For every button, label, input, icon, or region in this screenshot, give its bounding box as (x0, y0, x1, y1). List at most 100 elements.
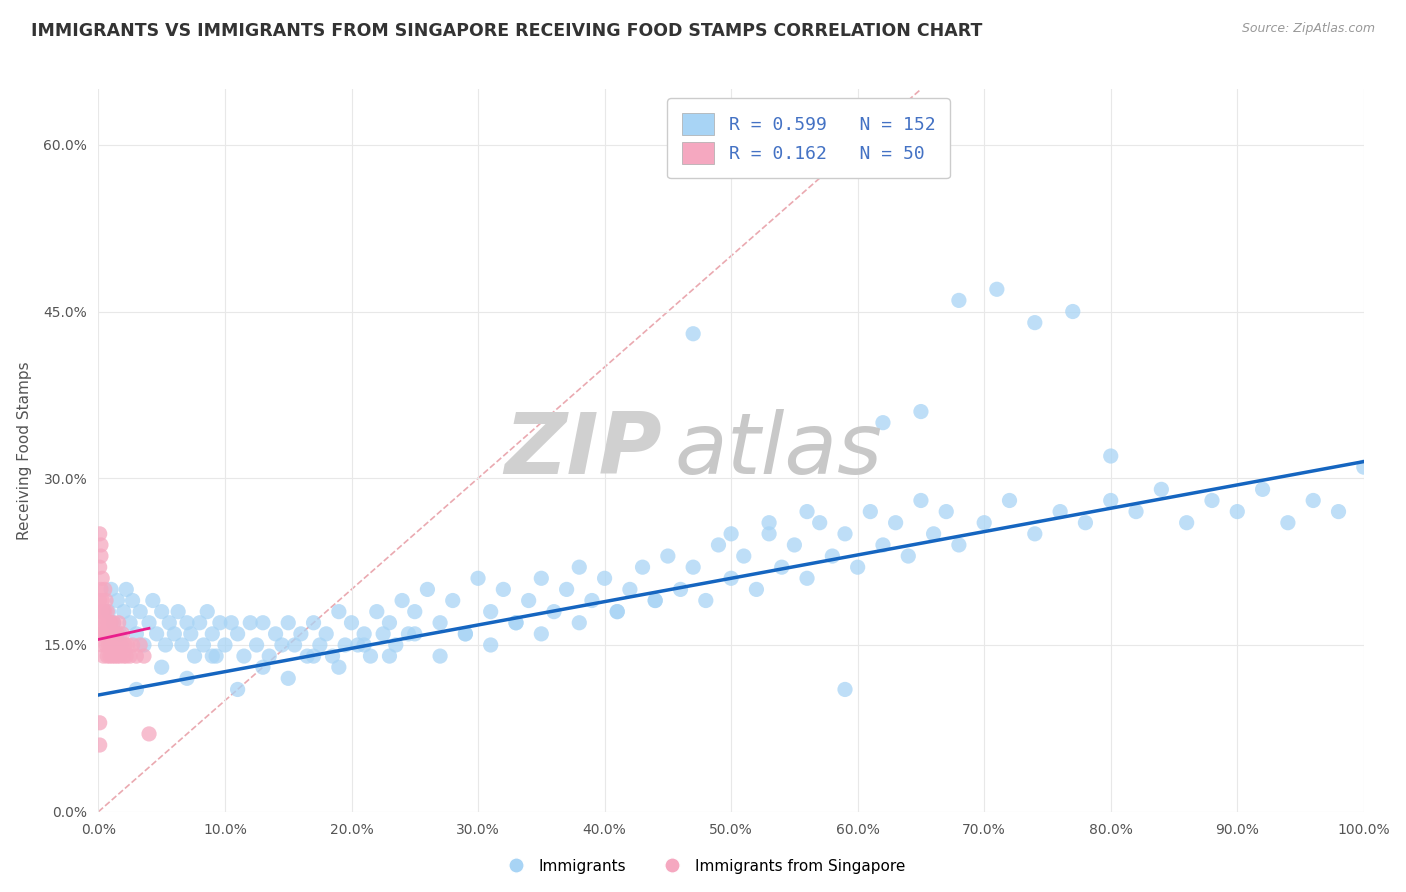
Point (796, 571, 818, 585)
Point (107, 615, 129, 630)
Point (973, 516, 995, 530)
Point (1302, 493, 1324, 508)
Point (89, 738, 111, 752)
Point (1251, 483, 1274, 497)
Point (104, 627, 127, 641)
Point (93, 605, 117, 619)
Point (252, 615, 274, 630)
Point (910, 493, 932, 508)
Point (108, 649, 131, 664)
Point (353, 627, 375, 641)
Point (142, 593, 165, 607)
Point (125, 627, 148, 641)
Point (1150, 483, 1173, 497)
Point (205, 649, 228, 664)
Point (89, 615, 111, 630)
Point (391, 593, 413, 607)
Point (1074, 516, 1097, 530)
Point (121, 593, 143, 607)
Point (492, 582, 515, 597)
Point (340, 615, 363, 630)
Point (1049, 505, 1071, 519)
Point (94, 593, 117, 607)
Point (117, 638, 139, 652)
Point (429, 615, 451, 630)
Point (416, 582, 439, 597)
Point (98, 649, 121, 664)
Point (720, 526, 742, 541)
Point (335, 638, 357, 652)
Point (284, 638, 307, 652)
Point (208, 615, 231, 630)
Point (682, 560, 704, 574)
Point (404, 605, 426, 619)
Point (872, 538, 894, 552)
Point (695, 593, 717, 607)
Point (517, 593, 540, 607)
Point (132, 638, 155, 652)
Point (100, 582, 122, 597)
Point (353, 638, 375, 652)
Point (277, 615, 299, 630)
Point (270, 638, 294, 652)
Point (796, 505, 818, 519)
Point (259, 649, 281, 664)
Point (821, 549, 844, 563)
Point (96, 605, 118, 619)
Point (404, 627, 426, 641)
Point (103, 615, 125, 630)
Point (1125, 505, 1147, 519)
Point (107, 649, 129, 664)
Point (89, 593, 111, 607)
Point (121, 638, 143, 652)
Point (115, 582, 138, 597)
Point (986, 282, 1008, 296)
Point (707, 538, 730, 552)
Point (150, 605, 173, 619)
Point (97, 615, 120, 630)
Point (846, 560, 869, 574)
Point (108, 627, 131, 641)
Point (1226, 505, 1249, 519)
Point (132, 649, 155, 664)
Point (581, 593, 603, 607)
Point (1175, 516, 1198, 530)
Point (328, 605, 350, 619)
Point (834, 526, 856, 541)
Point (631, 560, 654, 574)
Point (935, 505, 957, 519)
Point (90, 582, 112, 597)
Point (1277, 516, 1299, 530)
Point (328, 660, 350, 674)
Point (309, 638, 332, 652)
Point (366, 605, 388, 619)
Point (97, 638, 120, 652)
Point (93, 605, 115, 619)
Point (90, 549, 112, 563)
Point (371, 627, 394, 641)
Point (129, 638, 152, 652)
Point (897, 549, 920, 563)
Point (97, 605, 120, 619)
Point (922, 526, 945, 541)
Point (239, 615, 262, 630)
Point (89, 526, 111, 541)
Point (1024, 316, 1046, 330)
Point (110, 638, 132, 652)
Point (176, 671, 198, 685)
Point (720, 571, 742, 585)
Point (360, 649, 382, 664)
Point (145, 627, 167, 641)
Point (657, 549, 679, 563)
Point (150, 660, 173, 674)
Point (264, 627, 287, 641)
Point (745, 582, 768, 597)
Point (138, 727, 160, 741)
Point (91, 593, 114, 607)
Point (321, 649, 344, 664)
Point (1099, 449, 1122, 463)
Point (214, 638, 236, 652)
Point (91, 638, 114, 652)
Point (346, 638, 368, 652)
Point (297, 649, 319, 664)
